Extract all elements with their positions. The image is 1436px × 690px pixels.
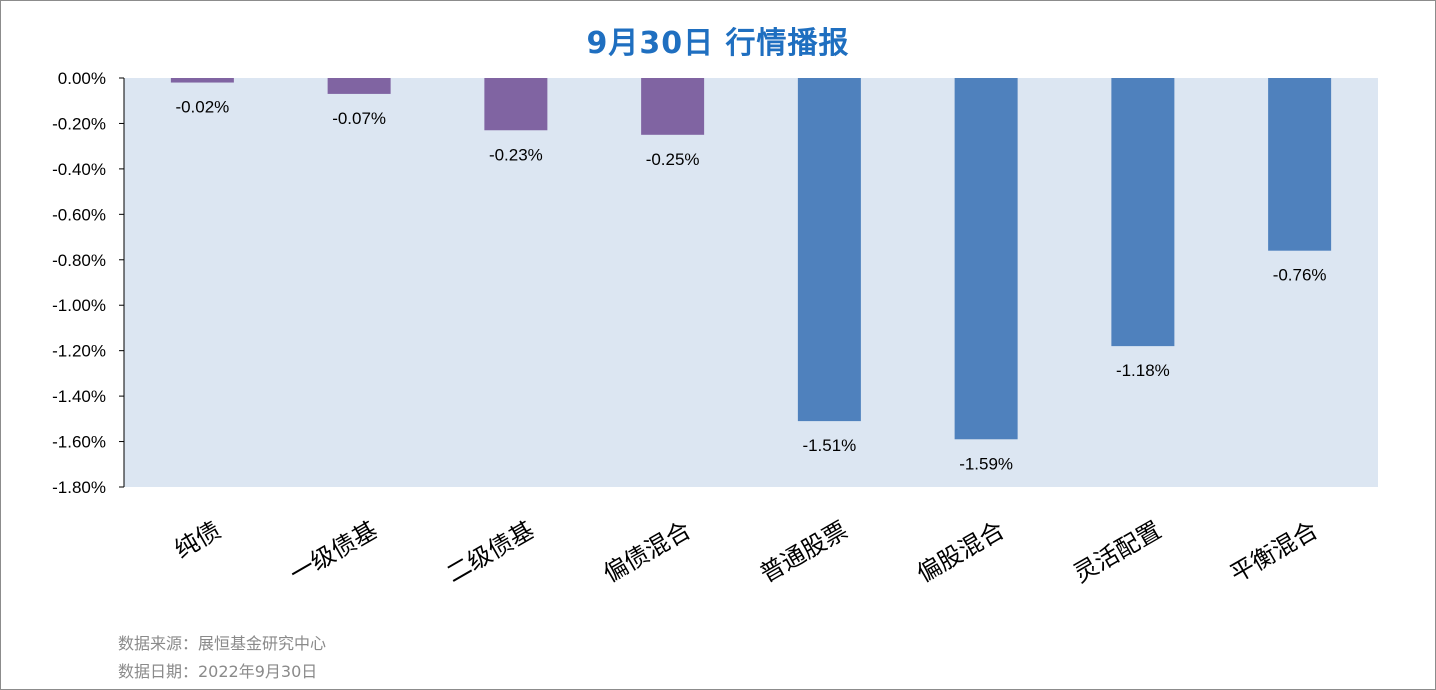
data-label: -0.02% <box>175 98 229 117</box>
data-label: -0.23% <box>489 145 543 164</box>
date-note: 数据日期：2022年9月30日 <box>118 662 318 681</box>
data-label: -1.59% <box>959 454 1013 473</box>
category-label: 偏股混合 <box>912 516 1009 588</box>
y-tick-label: 0.00% <box>58 69 106 88</box>
category-label: 二级债基 <box>442 516 539 588</box>
y-tick-label: -0.20% <box>52 114 106 133</box>
category-label: 普通股票 <box>755 516 852 588</box>
y-tick-label: -1.40% <box>52 387 106 406</box>
bar <box>797 78 861 422</box>
data-labels: -0.02% -0.07% -0.23% -0.25% -1.51% -1.59% -1.1… <box>175 98 1326 474</box>
bar <box>954 78 1018 440</box>
bar <box>170 78 234 83</box>
bar <box>641 78 705 135</box>
category-labels: 纯债 一级债基 二级债基 偏债混合 普通股票 偏股混合 灵活配置 平衡混合 <box>170 516 1323 588</box>
category-label: 平衡混合 <box>1225 516 1322 588</box>
y-axis-ticks: 0.00% -0.20% -0.40% -0.60% -0.80% -1.00% -1.20… <box>52 69 124 497</box>
bar <box>1111 78 1175 347</box>
category-label: 一级债基 <box>285 516 382 588</box>
source-note: 数据来源：展恒基金研究中心 <box>118 634 327 653</box>
y-tick-label: -1.80% <box>52 478 106 497</box>
chart-title: 9月30日 行情播报 <box>586 26 850 61</box>
y-tick-label: -0.60% <box>52 205 106 224</box>
y-tick-label: -0.40% <box>52 160 106 179</box>
data-label: -1.18% <box>1116 361 1170 380</box>
bar <box>1268 78 1332 251</box>
data-label: -1.51% <box>802 436 856 455</box>
y-tick-label: -1.20% <box>52 342 106 361</box>
bars <box>170 78 1332 440</box>
data-label: -0.76% <box>1273 266 1327 285</box>
y-tick-label: -1.00% <box>52 296 106 315</box>
data-label: -0.25% <box>646 150 700 169</box>
category-label: 偏债混合 <box>598 516 695 588</box>
bar <box>327 78 391 94</box>
bar <box>484 78 548 131</box>
plot-area <box>124 78 1378 487</box>
category-label: 灵活配置 <box>1069 516 1166 588</box>
data-label: -0.07% <box>332 109 386 128</box>
category-label: 纯债 <box>170 516 226 564</box>
y-tick-label: -1.60% <box>52 433 106 452</box>
y-tick-label: -0.80% <box>52 251 106 270</box>
